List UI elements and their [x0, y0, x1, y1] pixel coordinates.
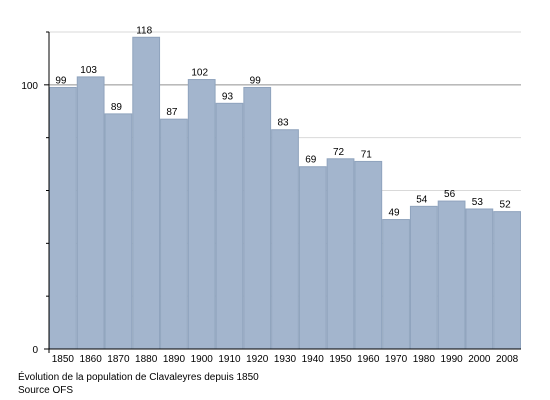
x-tick-label-1960: 1960	[357, 354, 380, 365]
data-label-1920: 99	[250, 75, 262, 86]
y-tick-label: 100	[21, 81, 38, 92]
x-tick-label-1950: 1950	[329, 354, 352, 365]
bar-1930	[271, 129, 299, 350]
bar-1980	[409, 205, 438, 350]
x-tick-label-1990: 1990	[440, 354, 463, 365]
bar-chart: 99 103 89 118 87 102 93 99 83 69 72 71 49 54 56 53 52 18…	[21, 25, 521, 365]
x-tick-label-1920: 1920	[246, 354, 269, 365]
bar-1900	[187, 79, 216, 350]
bars	[49, 36, 521, 350]
x-tick-label-2008: 2008	[496, 354, 519, 365]
data-label-1900: 102	[191, 68, 208, 79]
x-tick-label-1980: 1980	[413, 354, 436, 365]
x-tick-label-1970: 1970	[385, 354, 408, 365]
data-label-1950: 72	[333, 147, 345, 158]
bar-1940	[298, 166, 327, 350]
bar-1880	[132, 36, 161, 350]
bar-1870	[104, 113, 133, 350]
bar-1990	[437, 200, 466, 350]
source-caption: Source OFS	[18, 385, 74, 396]
data-label-1870: 89	[111, 102, 123, 113]
x-tick-label-2000: 2000	[468, 354, 491, 365]
data-label-1960: 71	[361, 149, 373, 160]
x-tick-label-1930: 1930	[274, 354, 297, 365]
data-label-1980: 54	[416, 194, 428, 205]
data-label-1860: 103	[80, 65, 97, 76]
data-label-1910: 93	[222, 91, 234, 102]
data-label-2000: 53	[472, 197, 484, 208]
y-tick-label: 0	[32, 345, 38, 356]
bar-1970	[382, 219, 410, 350]
bar-2000	[465, 208, 494, 350]
bar-1860	[76, 76, 105, 350]
x-tick-label-1880: 1880	[135, 354, 158, 365]
data-label-1940: 69	[305, 155, 317, 166]
data-label-1890: 87	[166, 107, 178, 118]
bar-1850	[49, 86, 77, 350]
axes: 1850 1860 1870 1880 1890 1900 1910 1920 1930 1940…	[21, 31, 521, 365]
data-labels: 99 103 89 118 87 102 93 99 83 69 72 71 49 54 56 53 52	[55, 25, 511, 218]
data-label-1990: 56	[444, 189, 456, 200]
bar-1960	[354, 160, 383, 350]
data-label-1850: 99	[55, 75, 67, 86]
bar-1890	[160, 118, 188, 350]
x-tick-label-1940: 1940	[302, 354, 325, 365]
x-tick-label-1850: 1850	[52, 354, 75, 365]
chart-caption: Évolution de la population de Clavaleyre…	[18, 372, 259, 383]
bar-2008	[493, 211, 521, 350]
bar-1950	[326, 158, 355, 350]
x-tick-label-1910: 1910	[218, 354, 241, 365]
x-tick-label-1890: 1890	[163, 354, 186, 365]
data-label-1970: 49	[388, 208, 400, 219]
x-tick-label-1860: 1860	[80, 354, 103, 365]
data-label-1880: 118	[136, 25, 152, 36]
data-label-2008: 52	[500, 200, 512, 211]
bar-1920	[243, 86, 272, 350]
x-tick-label-1900: 1900	[191, 354, 214, 365]
data-label-1930: 83	[277, 118, 289, 129]
x-tick-label-1870: 1870	[107, 354, 130, 365]
bar-1910	[215, 102, 244, 350]
